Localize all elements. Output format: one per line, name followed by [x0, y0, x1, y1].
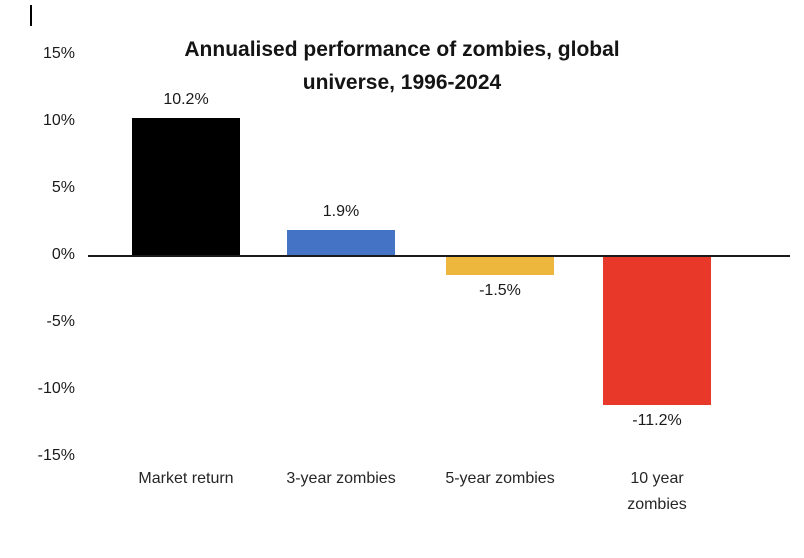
- x-axis-label-10-year-zombies: 10 year zombies: [627, 470, 687, 513]
- top-left-border-mark: [30, 5, 32, 26]
- y-axis-tick-label-10: 10%: [42, 112, 75, 129]
- bar-market-return: [132, 118, 240, 255]
- x-axis-label-market-return: Market return: [138, 470, 234, 487]
- data-label-10-year-zombies: -11.2%: [632, 412, 682, 430]
- bar-3-year-zombies: [287, 229, 395, 255]
- data-label-market-return: 10.2%: [163, 91, 209, 109]
- chart-title-line1: Annualised performance of zombies, globa…: [184, 38, 620, 61]
- x-axis-label-3-year-zombies: 3-year zombies: [286, 470, 396, 487]
- chart-title-line2: universe, 1996-2024: [302, 71, 502, 94]
- zero-axis-line: [88, 255, 790, 257]
- y-axis-tick-label-neg5: -5%: [46, 313, 75, 330]
- y-axis-tick-label-5: 5%: [51, 179, 75, 196]
- chart-title: Annualised performance of zombies, globa…: [122, 33, 682, 99]
- y-axis-tick-label-15: 15%: [42, 45, 75, 62]
- y-axis-tick-label-0: 0%: [51, 246, 75, 263]
- y-axis-tick-label-neg10: -10%: [37, 380, 75, 397]
- data-label-5-year-zombies: -1.5%: [479, 282, 521, 300]
- data-label-3-year-zombies: 1.9%: [322, 202, 360, 220]
- x-axis-label-5-year-zombies: 5-year zombies: [445, 470, 555, 487]
- bar-5-year-zombies: [446, 255, 554, 276]
- y-axis-tick-label-neg15: -15%: [37, 447, 75, 464]
- bar-10-year-zombies: [603, 255, 711, 406]
